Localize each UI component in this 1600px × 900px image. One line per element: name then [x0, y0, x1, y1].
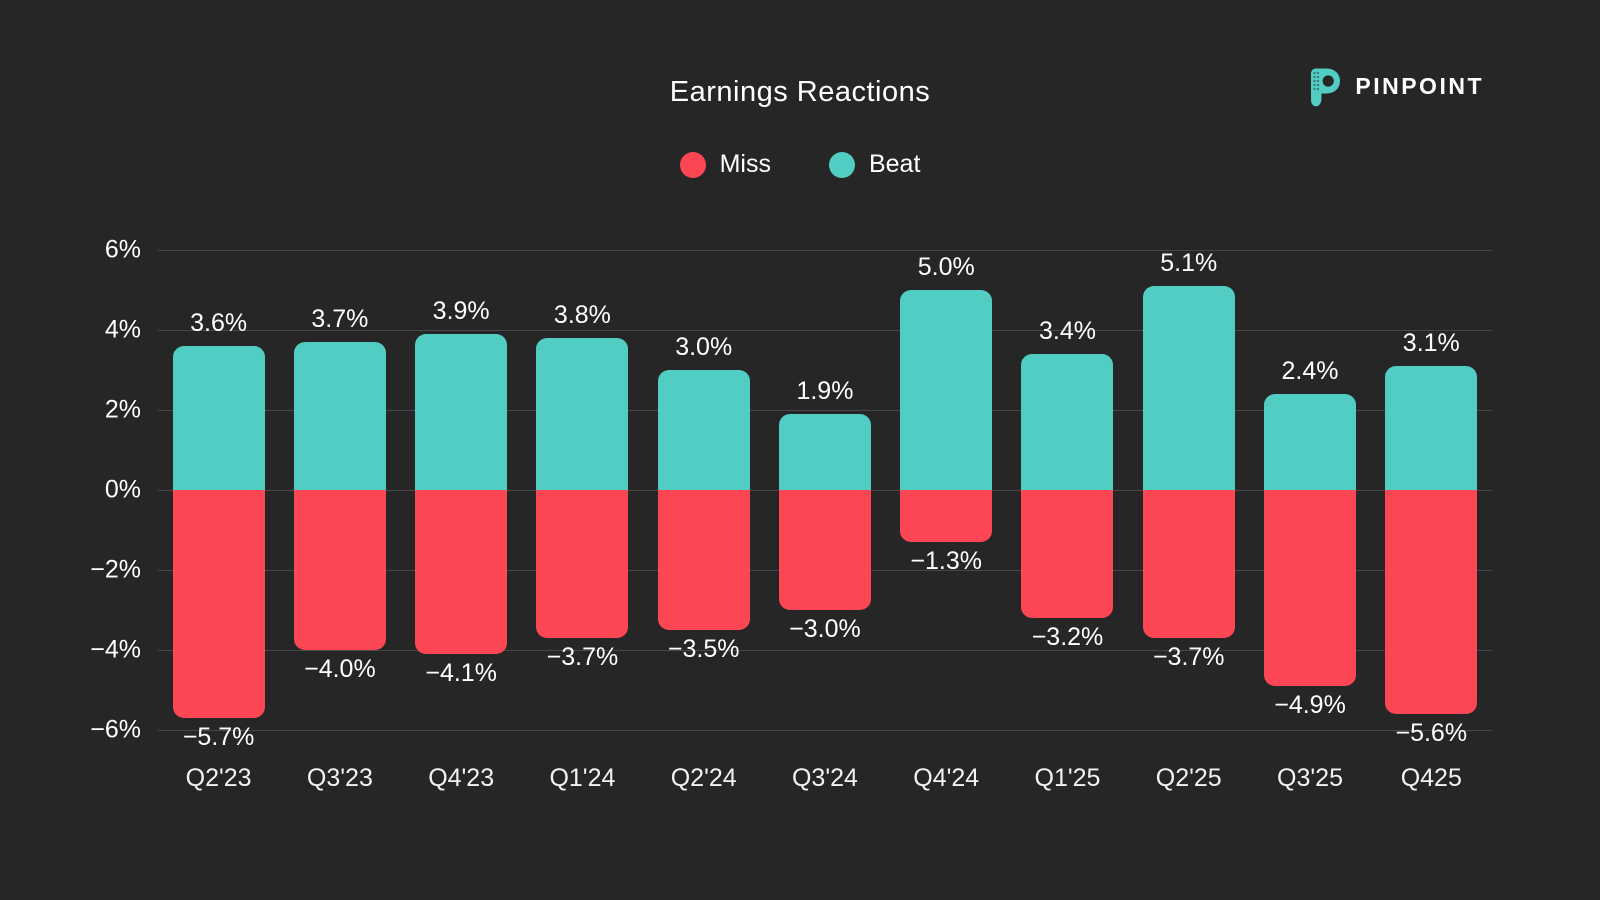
beat-bar [536, 338, 629, 490]
miss-value-label: −5.6% [1395, 719, 1468, 747]
miss-value-label: −4.1% [425, 659, 497, 687]
x-axis-label: Q2'24 [670, 764, 737, 792]
bar-group: 1.9% −3.0% Q3'24 [764, 250, 885, 792]
beat-value-label: 3.8% [553, 300, 611, 329]
miss-bar [536, 490, 629, 638]
bar-group: 3.1% −5.6% Q425 [1371, 250, 1492, 792]
x-axis-label: Q1'25 [1034, 764, 1101, 792]
beat-bar [172, 346, 265, 490]
gridline [158, 330, 1492, 331]
x-axis-label: Q4'23 [428, 764, 495, 792]
plot-area: 6% 4% 2% 0% −2% −4% −6% 3.6% −5.7% Q2'23 3.7% −4.0%… [90, 236, 1492, 792]
beat-bar [1385, 366, 1478, 490]
gridline [158, 250, 1492, 251]
miss-value-label: −3.7% [1152, 643, 1225, 671]
bar-group: 2.4% −4.9% Q3'25 [1249, 250, 1370, 792]
beat-bar [900, 290, 993, 490]
miss-value-label: −3.7% [546, 643, 619, 671]
miss-value-label: −4.0% [304, 655, 376, 683]
miss-bar [1021, 490, 1114, 618]
legend-label-miss: Miss [719, 150, 771, 178]
beat-value-label: 3.4% [1038, 316, 1096, 345]
miss-color-dot [679, 151, 706, 178]
x-axis-label: Q1'24 [549, 764, 616, 792]
bar-group: 3.7% −4.0% Q3'23 [279, 250, 400, 792]
beat-bar [778, 414, 871, 490]
y-axis-tick-label: −6% [90, 715, 141, 744]
miss-value-label: −1.3% [910, 547, 983, 575]
beat-value-label: 5.0% [917, 252, 975, 281]
y-axis-tick-label: −2% [90, 555, 141, 584]
bar-group: 3.6% −5.7% Q2'23 [158, 250, 279, 792]
legend-item-miss: Miss [679, 150, 771, 179]
beat-value-label: 3.0% [675, 332, 733, 361]
beat-bar [1142, 286, 1235, 490]
y-axis-tick-label: −4% [90, 635, 141, 664]
beat-bar [1264, 394, 1357, 490]
beat-value-label: 3.6% [190, 308, 248, 337]
beat-value-label: 3.7% [311, 304, 369, 333]
miss-bar [1385, 490, 1478, 714]
gridline [158, 410, 1492, 411]
miss-value-label: −4.9% [1274, 691, 1346, 719]
bar-group: 3.0% −3.5% Q2'24 [643, 250, 764, 792]
x-axis-label: Q3'25 [1277, 764, 1343, 792]
gridline [158, 650, 1492, 651]
miss-value-label: −5.7% [182, 723, 255, 751]
beat-bar [1021, 354, 1114, 490]
y-axis-tick-label: 0% [104, 475, 141, 504]
miss-value-label: −3.5% [667, 635, 740, 663]
bar-group: 3.4% −3.2% Q1'25 [1007, 250, 1128, 792]
pinpoint-p-icon [1304, 64, 1345, 109]
miss-bar [1142, 490, 1235, 638]
x-axis-label: Q425 [1400, 764, 1462, 792]
beat-value-label: 3.9% [432, 296, 490, 325]
y-axis-tick-label: 4% [104, 315, 141, 344]
miss-bar [293, 490, 386, 650]
x-axis-label: Q2'25 [1155, 764, 1222, 792]
x-axis-label: Q3'24 [791, 764, 858, 792]
beat-bar [293, 342, 386, 490]
miss-bar [900, 490, 993, 542]
miss-bar [657, 490, 750, 630]
bar-group: 5.1% −3.7% Q2'25 [1128, 248, 1249, 792]
miss-bar [1264, 490, 1357, 686]
miss-bar [172, 490, 265, 718]
x-axis-label: Q2'23 [185, 764, 252, 792]
bar-group: 5.0% −1.3% Q4'24 [886, 250, 1007, 792]
legend-item-beat: Beat [828, 150, 921, 179]
bar-group: 3.8% −3.7% Q1'24 [522, 250, 643, 792]
pinpoint-logo: PINPOINT [1304, 64, 1484, 109]
miss-value-label: −3.0% [789, 615, 861, 643]
y-axis-tick-label: 2% [104, 395, 141, 424]
x-axis-label: Q3'23 [306, 764, 373, 792]
legend-label-beat: Beat [868, 150, 921, 178]
pinpoint-logo-text: PINPOINT [1355, 73, 1484, 99]
beat-bar [657, 370, 750, 490]
bar-columns: 3.6% −5.7% Q2'23 3.7% −4.0% Q3'23 3.9% −4.1% Q4'… [158, 248, 1492, 792]
beat-value-label: 5.1% [1160, 248, 1218, 277]
x-axis-label: Q4'24 [913, 764, 980, 792]
beat-value-label: 3.1% [1402, 328, 1460, 357]
miss-value-label: −3.2% [1031, 623, 1104, 651]
beat-value-label: 2.4% [1281, 356, 1339, 385]
chart-title: Earnings Reactions [669, 76, 931, 108]
beat-bar [415, 334, 508, 490]
beat-color-dot [828, 151, 855, 178]
miss-bar [778, 490, 871, 610]
miss-bar [415, 490, 508, 654]
chart-legend: Miss Beat [0, 150, 1600, 179]
bar-group: 3.9% −4.1% Q4'23 [401, 250, 522, 792]
beat-value-label: 1.9% [796, 376, 854, 405]
gridline [158, 730, 1492, 731]
y-axis-tick-label: 6% [104, 235, 141, 264]
